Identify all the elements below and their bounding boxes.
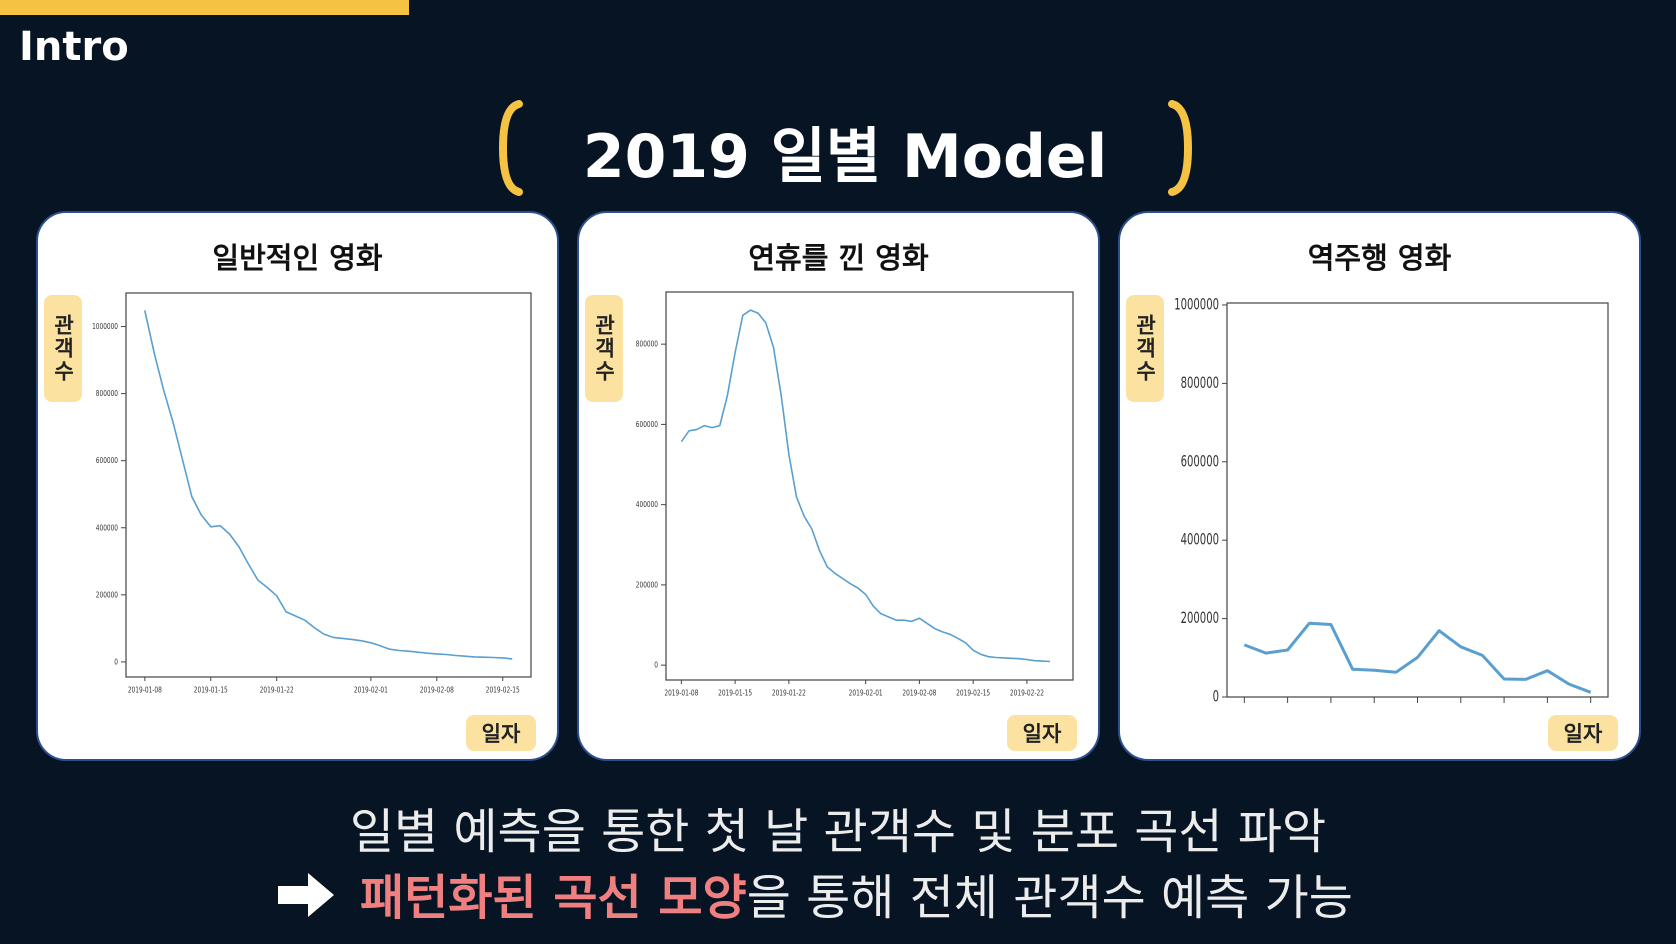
plot-frame <box>1226 302 1609 698</box>
x-axis-label: 일자 <box>1007 715 1077 751</box>
data-line <box>1243 621 1592 694</box>
chart-title: 일반적인 영화 <box>212 241 383 275</box>
slide-title: 2019 일별 Model <box>582 122 1108 192</box>
accent-bar <box>0 0 409 15</box>
section-label: Intro <box>19 24 129 70</box>
x-tick-label: 2019-02-22 <box>1010 689 1044 698</box>
footer-line1: 일별 예측을 통한 첫 날 관객수 및 분포 곡선 파악 <box>349 804 1327 860</box>
y-axis-label: 관객수 <box>585 295 623 402</box>
x-tick-label: 2019-02-08 <box>902 689 936 698</box>
y-axis-label: 관객수 <box>1126 295 1164 402</box>
x-tick-label: 2019-01-15 <box>718 689 752 698</box>
y-tick-label: 600000 <box>96 456 119 465</box>
bracket-left <box>498 100 523 196</box>
y-tick-label: 800000 <box>636 340 659 349</box>
x-axis-label: 일자 <box>466 715 536 751</box>
y-tick-label: 200000 <box>1181 608 1219 627</box>
x-tick-label: 2019-01-08 <box>664 689 698 698</box>
chart-title: 역주행 영화 <box>1307 241 1452 275</box>
chart-panel <box>36 211 559 761</box>
footer-line2: 패턴화된 곡선 모양을 통해 전체 관객수 예측 가능 <box>360 858 1353 928</box>
y-tick-label: 800000 <box>96 389 119 398</box>
plot-frame <box>125 292 532 678</box>
bracket-right <box>1168 100 1193 196</box>
chart-panel <box>577 211 1100 761</box>
footer-text: 을 통해 전체 관객수 예측 가능 <box>746 870 1353 926</box>
x-tick-label: 2019-01-22 <box>772 689 806 698</box>
y-tick-label: 1000000 <box>92 322 118 331</box>
x-tick-label: 2019-02-15 <box>486 686 520 695</box>
y-tick-label: 600000 <box>636 420 659 429</box>
y-tick-label: 0 <box>1213 687 1219 706</box>
y-tick-label: 400000 <box>96 523 119 532</box>
x-tick-label: 2019-01-08 <box>128 686 162 695</box>
y-tick-label: 800000 <box>1181 373 1219 392</box>
chart-title: 연휴를 낀 영화 <box>748 241 929 275</box>
y-tick-label: 0 <box>654 661 658 670</box>
y-tick-label: 1000000 <box>1174 294 1219 313</box>
data-line <box>144 310 513 660</box>
plot-frame <box>665 291 1074 681</box>
x-tick-label: 2019-01-22 <box>260 686 294 695</box>
data-line <box>680 309 1051 663</box>
y-tick-label: 200000 <box>96 590 119 599</box>
x-tick-label: 2019-02-01 <box>354 686 388 695</box>
x-tick-label: 2019-02-15 <box>956 689 990 698</box>
y-tick-label: 0 <box>114 657 118 666</box>
footer-highlight: 패턴화된 곡선 모양 <box>360 870 747 926</box>
x-tick-label: 2019-02-01 <box>849 689 883 698</box>
x-tick-label: 2019-02-08 <box>420 686 454 695</box>
y-axis-label: 관객수 <box>44 295 82 402</box>
y-tick-label: 600000 <box>1181 451 1219 470</box>
x-tick-label: 2019-01-15 <box>194 686 228 695</box>
arrow-icon <box>278 873 334 917</box>
y-tick-label: 400000 <box>636 500 659 509</box>
x-axis-label: 일자 <box>1548 715 1618 751</box>
y-tick-label: 200000 <box>636 580 659 589</box>
y-tick-label: 400000 <box>1181 530 1219 549</box>
